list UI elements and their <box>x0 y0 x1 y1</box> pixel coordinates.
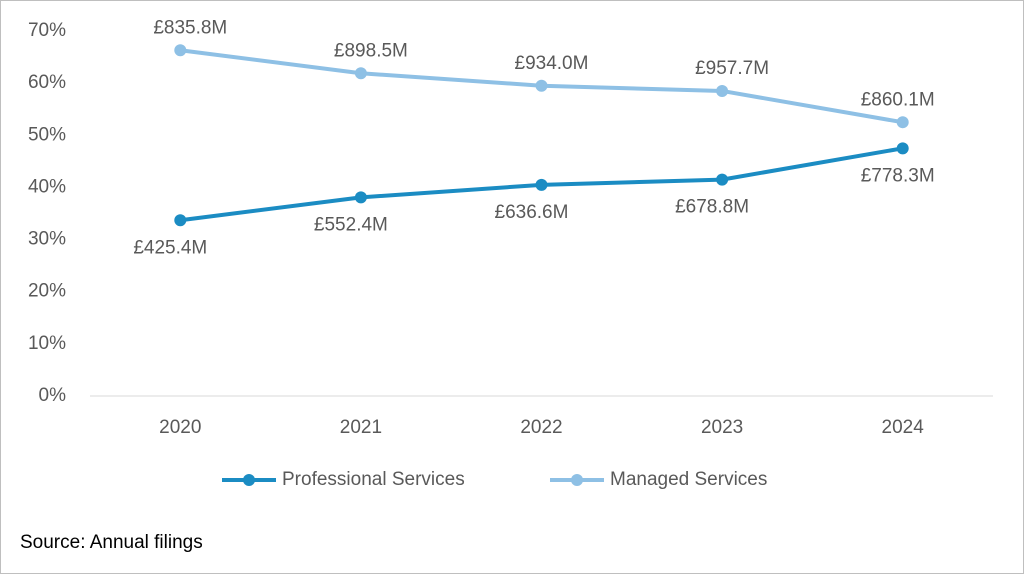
data-point <box>535 178 548 191</box>
data-point <box>535 79 548 92</box>
y-tick-label: 10% <box>28 333 66 354</box>
data-label: £898.5M <box>334 40 408 61</box>
data-label: £957.7M <box>695 58 769 79</box>
y-tick-label: 60% <box>28 72 66 93</box>
y-tick-label: 20% <box>28 281 66 302</box>
legend-marker <box>571 474 583 486</box>
x-tick-label: 2020 <box>159 417 201 438</box>
data-point <box>174 214 187 227</box>
source-note: Source: Annual filings <box>20 532 203 553</box>
data-label: £835.8M <box>153 17 227 38</box>
y-tick-label: 30% <box>28 229 66 250</box>
data-label: £778.3M <box>861 165 935 186</box>
data-label: £934.0M <box>515 53 589 74</box>
legend-label: Managed Services <box>610 469 767 490</box>
data-point <box>174 44 187 57</box>
legend-marker <box>243 474 255 486</box>
x-tick-label: 2021 <box>340 417 382 438</box>
x-tick-label: 2022 <box>520 417 562 438</box>
y-tick-label: 50% <box>28 124 66 145</box>
y-tick-label: 40% <box>28 176 66 197</box>
x-tick-label: 2024 <box>882 417 925 438</box>
data-label: £425.4M <box>133 237 207 258</box>
data-label: £552.4M <box>314 214 388 235</box>
y-tick-label: 0% <box>39 385 67 406</box>
data-label: £636.6M <box>495 202 569 223</box>
data-label: £678.8M <box>675 197 749 218</box>
data-point <box>896 142 909 155</box>
y-tick-label: 70% <box>28 20 66 41</box>
x-tick-label: 2023 <box>701 417 743 438</box>
data-point <box>354 191 367 204</box>
data-point <box>716 173 729 186</box>
data-point <box>716 84 729 97</box>
legend-label: Professional Services <box>282 469 465 490</box>
data-point <box>354 67 367 80</box>
data-label: £860.1M <box>861 89 935 110</box>
data-point <box>896 116 909 129</box>
